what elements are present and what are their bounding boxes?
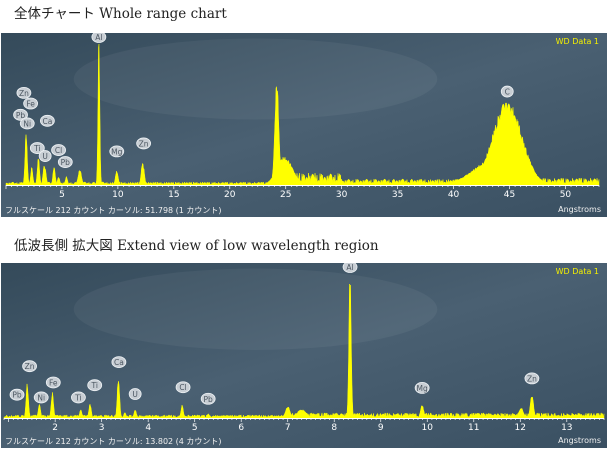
peak-label-badge [38,150,52,162]
peak-label: Pb [204,395,214,404]
x-tick-label: 40 [448,190,460,200]
peak-label-badge [9,388,25,401]
peak-label-badge [342,263,358,273]
peak-label: Pb [16,111,26,120]
low-wavelength-chart[interactable]: 2 3 4 5 6 7 8 9 10 11 12 13 Pb Zn Ni Fe Ti Ti Ca U Cl Pb Al Mg Z… [1,263,607,448]
x-tick-label: 9 [378,423,384,433]
x-tick-label: 13 [561,423,572,433]
peak-label-badge [109,145,125,158]
peak-label: Zn [527,374,537,383]
x-tick-label: 7 [285,423,291,433]
peak-label-badge [136,137,152,150]
peak-label-badge [13,108,28,121]
peak-label-badge [200,392,216,405]
peak-label-badge [39,114,55,127]
peak-label-badge [57,156,73,168]
x-tick-label: 25 [280,190,291,200]
x-tick-label: 5 [59,190,65,200]
x-tick-label: 6 [238,423,244,433]
x-tick-label: 45 [504,190,515,200]
peak-label: Ti [33,144,40,153]
peak-label: Zn [19,89,29,98]
peak-label: Ni [37,393,45,402]
x-tick-label: 11 [468,423,479,433]
peak-label-badge [23,97,39,110]
peak-label-badge [414,382,430,394]
peak-label-badge [500,85,514,98]
wd-data-tag: WD Data 1 [555,267,599,276]
peak-label: Ti [74,393,81,402]
x-tick-label: 10 [422,423,434,433]
background-glow [73,268,438,350]
units-label: Angstroms [558,436,601,445]
peak-label-badge [16,86,32,99]
peak-label: Fe [49,378,58,387]
peak-label: Ti [90,381,97,390]
peak-label: Ni [23,119,31,128]
peak-label-badge [29,142,45,154]
peak-label: Zn [25,362,35,371]
peak-label: Pb [12,391,22,400]
whole-range-chart[interactable]: 5 10 15 20 25 30 35 40 45 50 Zn Fe Pb Ni Ca Ti U Cl Pb Al Mg… [1,33,607,217]
peak-label-badge [51,144,66,156]
peak-label: Ca [114,358,124,367]
peak-label: U [42,152,48,161]
spectrum-trace [5,43,600,186]
peak-label-badge [175,381,191,394]
x-tick-label: 3 [99,423,105,433]
extended-view-caption: 低波長側 拡大図 Extend view of low wavelength r… [14,238,379,254]
peak-label-badge [87,379,103,392]
peak-label: Al [95,33,102,42]
wd-data-tag: WD Data 1 [555,37,599,46]
peak-label-badge [45,376,61,389]
peak-label-badge [111,356,127,368]
x-tick-label: 50 [560,190,572,200]
peak-label-badge [19,117,35,130]
peak-label: Pb [61,158,71,167]
peak-label: Fe [26,100,35,109]
x-tick-label: 2 [52,423,58,433]
spectrum-trace [3,283,605,419]
peak-label: Mg [111,147,122,156]
peak-label-badge [71,391,86,404]
low-wavelength-plot: 2 3 4 5 6 7 8 9 10 11 12 13 Pb Zn Ni Fe Ti Ti Ca U Cl Pb Al Mg Z… [1,263,607,448]
x-tick-label: 15 [168,190,179,200]
x-tick-label: 20 [224,190,236,200]
peak-label: Ca [42,117,52,126]
peak-label: Zn [139,139,149,148]
x-tick-label: 35 [392,190,403,200]
x-tick-label: 5 [192,423,198,433]
whole-range-caption: 全体チャート Whole range chart [14,6,227,22]
x-tick-label: 10 [112,190,124,200]
peak-label-badge [128,388,142,400]
peak-label-badge [524,372,540,385]
peak-label-badge [33,391,49,404]
background-glow [73,38,438,120]
peak-label: Cl [55,146,62,155]
peak-label: U [132,390,138,399]
x-tick-label: 8 [331,423,337,433]
peak-label: Mg [417,384,428,393]
x-tick-label: 30 [336,190,348,200]
peak-label: C [505,88,510,97]
peak-label-badge [91,33,107,43]
status-readout: フルスケール 212 カウント カーソル: 51.798 (1 カウント) [5,206,222,215]
status-readout: フルスケール 212 カウント カーソル: 13.802 (4 カウント) [5,437,222,446]
peak-label: Al [346,263,353,272]
peak-label: Cl [179,383,186,392]
peak-label-badge [22,360,37,373]
units-label: Angstroms [558,205,601,214]
x-tick-label: 12 [515,423,526,433]
x-tick-label: 4 [145,423,151,433]
